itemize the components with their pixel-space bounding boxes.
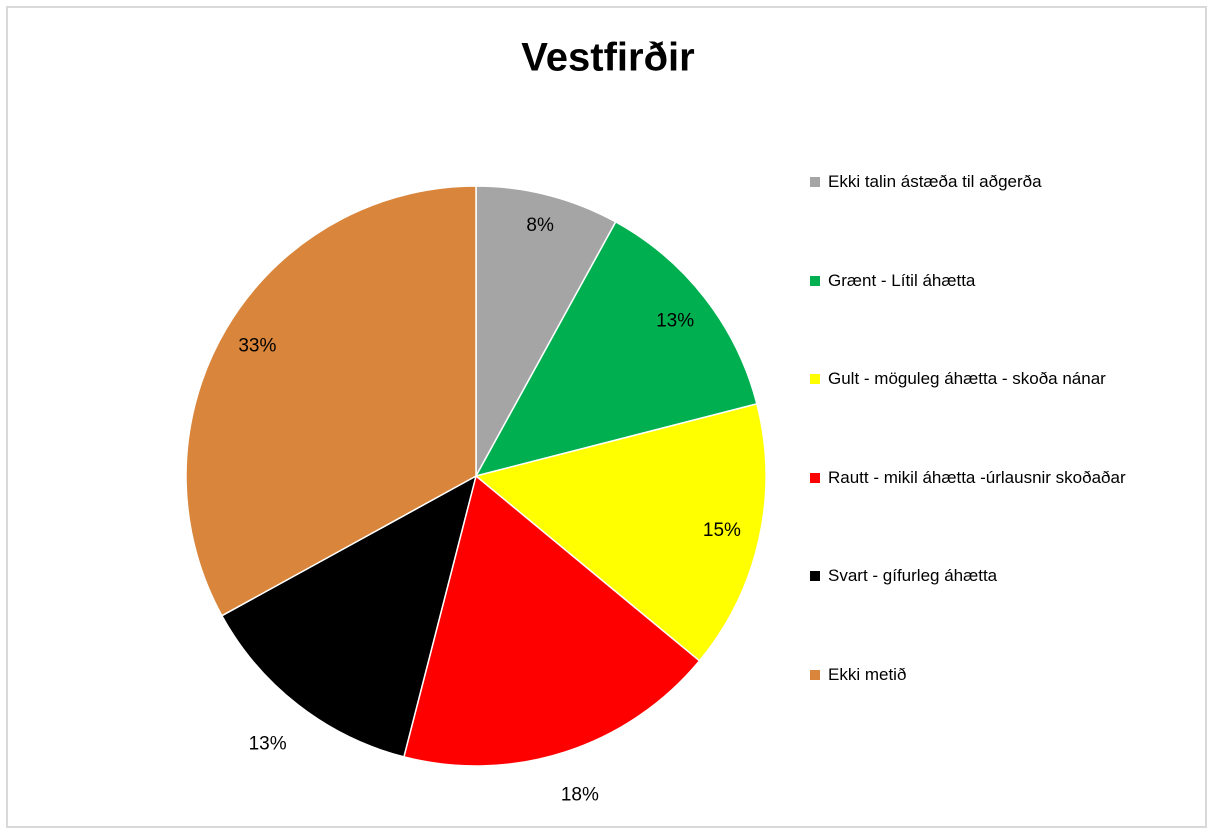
chart-title: Vestfirðir [521,36,694,80]
data-label: 13% [656,311,694,332]
legend-swatch [810,669,820,680]
data-label: 13% [249,734,287,755]
data-label: 15% [703,520,741,541]
legend-label: Ekki talin ástæða til aðgerða [828,172,1042,191]
pie-slice [220,474,478,758]
chart-frame [6,6,1207,828]
legend-item: Gult - möguleg áhætta - skoða nánar [810,366,1182,392]
pie-slice [475,185,617,477]
legend-label: Grænt - Lítil áhætta [828,270,976,290]
pie-slice [402,474,701,767]
legend-item: Ekki talin ástæða til aðgerða [810,169,1182,195]
data-label: 33% [238,336,276,357]
legend-swatch [810,374,820,384]
pie-slice [185,185,477,617]
legend-label: Gult - möguleg áhætta - skoða nánar [828,369,1106,388]
pie-slice [474,402,767,662]
legend-label: Ekki metið [828,664,907,684]
legend-swatch [810,275,820,286]
legend-swatch [810,472,820,483]
legend-swatch [810,177,820,187]
legend-swatch [810,571,820,581]
legend-item: Ekki metið [810,662,1182,688]
legend-label: Svart - gífurleg áhætta [828,566,998,585]
data-label: 8% [526,215,554,236]
data-label: 18% [561,785,599,806]
legend-item: Grænt - Lítil áhætta [810,268,1182,294]
pie-slice [474,220,758,478]
legend-label: Rautt - mikil áhætta -úrlausnir skoðaðar [828,467,1126,487]
legend-item: Rautt - mikil áhætta -úrlausnir skoðaðar [810,465,1182,491]
legend-item: Svart - gífurleg áhætta [810,563,1182,589]
